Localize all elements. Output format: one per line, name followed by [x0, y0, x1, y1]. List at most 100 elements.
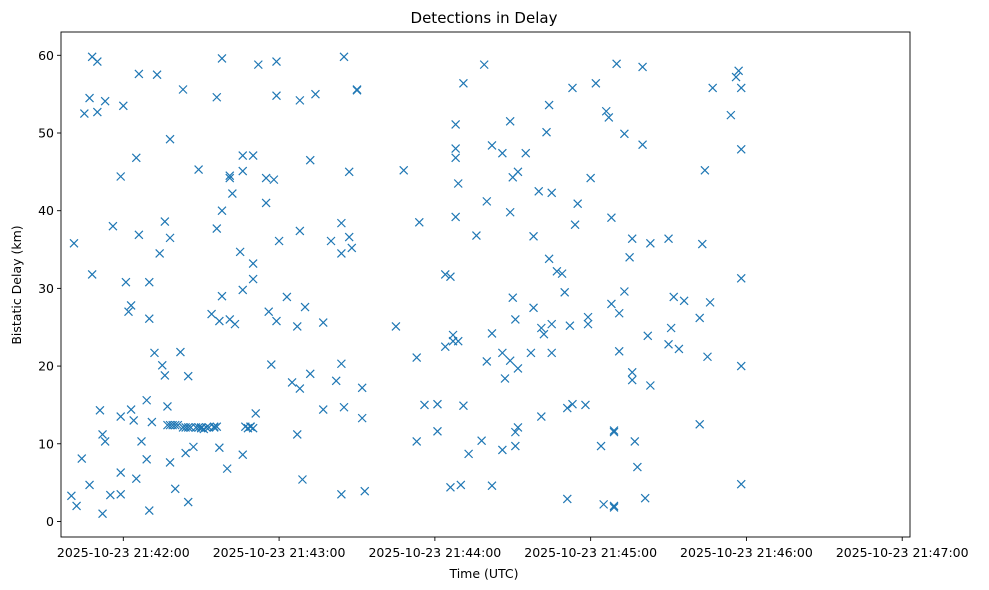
- data-point: [69, 238, 79, 248]
- data-point: [510, 315, 520, 324]
- data-point: [412, 437, 422, 446]
- x-tick-label: 2025-10-23 21:47:00: [836, 545, 969, 560]
- data-point: [194, 423, 204, 432]
- data-point: [568, 399, 577, 409]
- data-point: [100, 96, 110, 106]
- data-point: [160, 370, 170, 380]
- data-point: [126, 301, 136, 310]
- data-point: [609, 503, 619, 512]
- data-point: [165, 233, 175, 243]
- data-point: [497, 148, 507, 158]
- data-point: [235, 247, 245, 257]
- y-tick-label: 60: [38, 48, 54, 63]
- data-point: [261, 198, 271, 208]
- data-point: [459, 78, 468, 88]
- data-point: [87, 269, 97, 279]
- data-point: [414, 217, 424, 227]
- data-point: [448, 330, 458, 340]
- data-point: [583, 312, 593, 322]
- y-tick-label: 20: [38, 359, 54, 374]
- data-point: [736, 83, 746, 93]
- data-point: [700, 165, 710, 175]
- data-point: [165, 457, 175, 467]
- data-point: [526, 348, 536, 358]
- data-point: [129, 416, 139, 425]
- data-point: [300, 302, 310, 312]
- data-point: [606, 213, 616, 223]
- data-point: [513, 167, 523, 177]
- data-point: [360, 486, 370, 496]
- data-point: [347, 243, 357, 253]
- data-point: [246, 422, 255, 432]
- data-point: [609, 426, 619, 435]
- data-point: [238, 285, 248, 295]
- data-point: [500, 374, 510, 383]
- data-point: [344, 167, 354, 177]
- x-axis-label: Time (UTC): [448, 566, 518, 581]
- data-point: [471, 231, 481, 240]
- data-point: [705, 297, 715, 307]
- data-point: [326, 236, 336, 246]
- y-tick-label: 10: [38, 436, 54, 451]
- data-point: [66, 491, 76, 501]
- data-point: [487, 329, 497, 338]
- data-point: [287, 377, 297, 387]
- data-point: [451, 144, 461, 153]
- data-point: [547, 348, 557, 358]
- data-point: [513, 423, 523, 432]
- data-point: [583, 319, 593, 329]
- data-point: [238, 450, 248, 460]
- data-point: [155, 248, 165, 258]
- data-point: [547, 188, 557, 198]
- data-point: [230, 319, 240, 329]
- data-point: [95, 405, 105, 415]
- data-point: [420, 400, 429, 410]
- data-point: [446, 272, 455, 282]
- data-point: [295, 384, 305, 394]
- data-point: [248, 423, 258, 433]
- data-point: [440, 269, 450, 279]
- y-tick-label: 30: [38, 281, 54, 296]
- data-point: [736, 273, 746, 283]
- data-point: [632, 462, 642, 472]
- data-point: [214, 443, 224, 453]
- data-point: [562, 403, 572, 413]
- data-point: [643, 331, 653, 341]
- data-point: [173, 420, 183, 430]
- x-tick-label: 2025-10-23 21:43:00: [213, 545, 346, 560]
- data-point: [116, 412, 126, 422]
- data-point: [464, 449, 474, 459]
- data-point: [266, 360, 276, 369]
- data-point: [261, 173, 271, 183]
- data-point: [178, 85, 188, 94]
- data-point: [679, 296, 689, 306]
- data-point: [581, 400, 590, 410]
- data-point: [477, 436, 487, 446]
- data-point: [227, 189, 237, 199]
- data-point: [147, 417, 157, 427]
- data-point: [627, 375, 637, 385]
- y-axis-label: Bistatic Delay (km): [9, 225, 24, 344]
- data-point: [609, 501, 619, 511]
- data-point: [142, 395, 152, 405]
- data-point: [627, 367, 637, 377]
- data-point: [98, 430, 107, 439]
- data-point: [664, 339, 673, 349]
- data-point: [217, 206, 227, 216]
- x-tick-label: 2025-10-23 21:42:00: [57, 545, 190, 560]
- data-point: [295, 95, 305, 105]
- y-axis: 0 10 20 30 40 50 60: [38, 48, 61, 529]
- data-point: [529, 303, 538, 313]
- data-point: [539, 329, 549, 339]
- data-point: [669, 292, 679, 302]
- data-point: [604, 113, 614, 122]
- data-point: [292, 322, 302, 331]
- data-point: [144, 506, 154, 516]
- data-point: [497, 445, 507, 455]
- data-point: [510, 441, 520, 451]
- data-point: [440, 342, 450, 352]
- data-point: [272, 91, 281, 101]
- data-point: [619, 287, 629, 296]
- data-point: [131, 153, 141, 163]
